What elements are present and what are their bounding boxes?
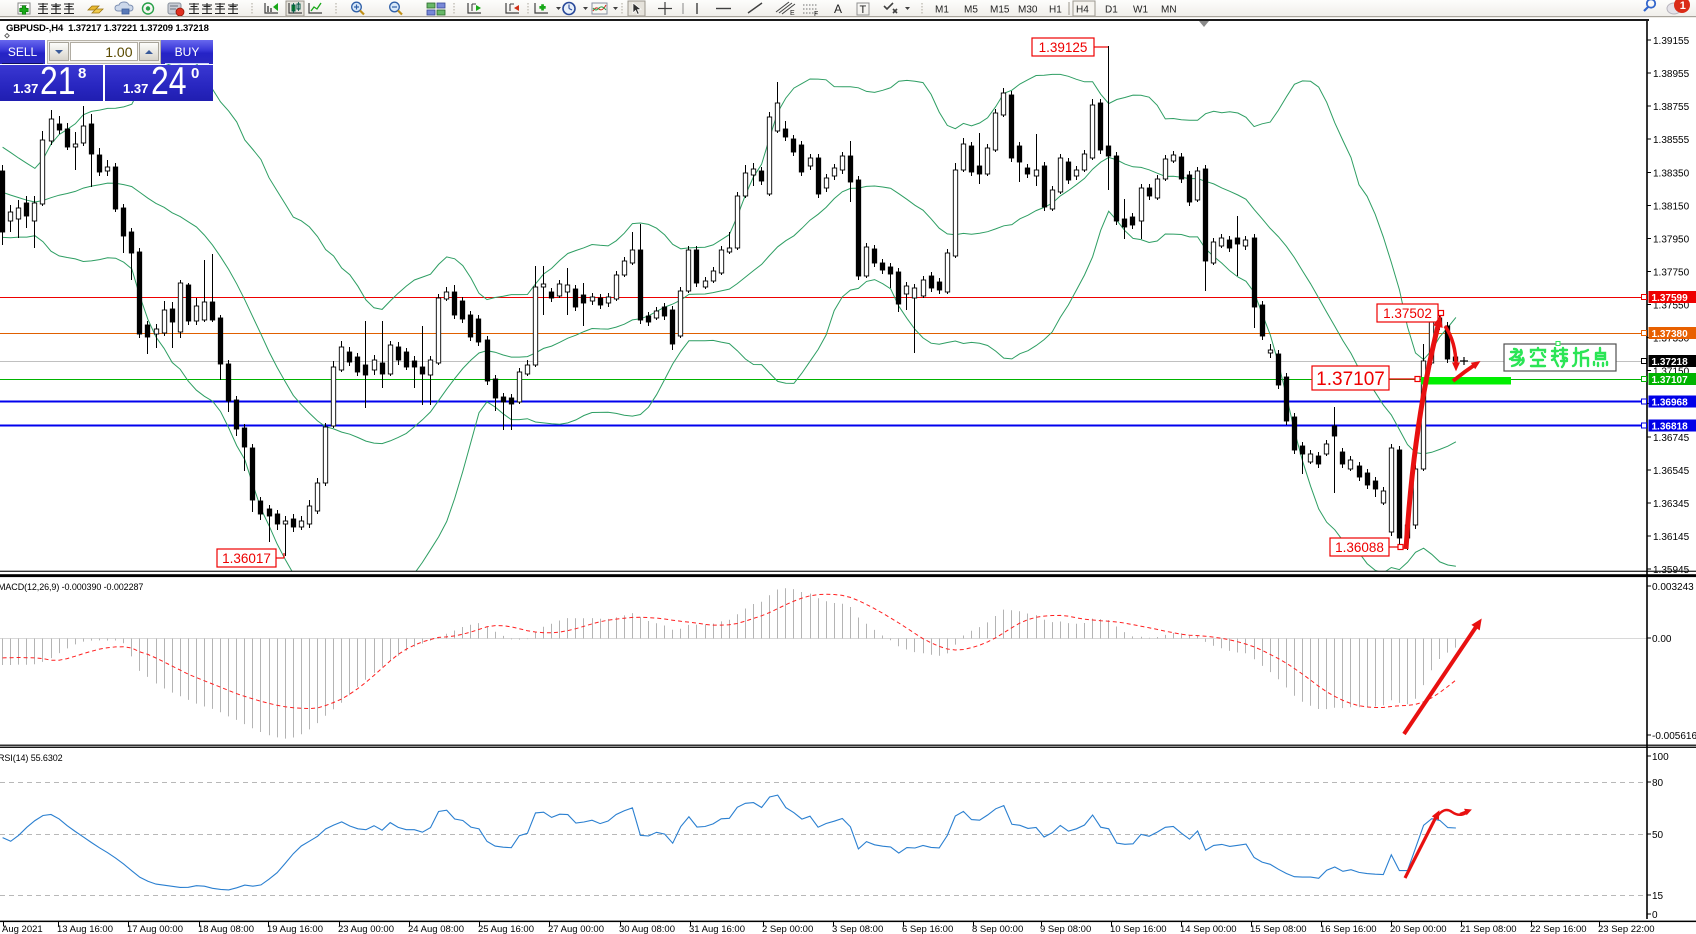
svg-text:1.37218: 1.37218: [1652, 357, 1689, 368]
svg-text:M30: M30: [1018, 5, 1038, 16]
svg-text:D1: D1: [1105, 5, 1118, 16]
svg-text:19 Aug 16:00: 19 Aug 16:00: [267, 924, 323, 934]
svg-text:1: 1: [1680, 0, 1686, 12]
svg-text:1.37750: 1.37750: [1653, 267, 1690, 278]
svg-text:1.37502: 1.37502: [1383, 306, 1432, 321]
svg-text:H1: H1: [1049, 5, 1062, 16]
svg-text:24 Aug 08:00: 24 Aug 08:00: [408, 924, 464, 934]
svg-text:1.37107: 1.37107: [1316, 369, 1385, 390]
svg-text:1.37550: 1.37550: [1653, 300, 1690, 311]
svg-text:80: 80: [1652, 778, 1664, 789]
svg-text:14 Sep 00:00: 14 Sep 00:00: [1180, 924, 1237, 934]
svg-text:6 Sep 16:00: 6 Sep 16:00: [902, 924, 953, 934]
svg-text:RSI(14) 55.6302: RSI(14) 55.6302: [0, 753, 63, 763]
svg-text:9 Sep 08:00: 9 Sep 08:00: [1040, 924, 1091, 934]
svg-text:1.36745: 1.36745: [1653, 433, 1690, 444]
svg-text:15: 15: [1652, 891, 1664, 902]
svg-text:100: 100: [1652, 752, 1669, 763]
svg-text:31 Aug 16:00: 31 Aug 16:00: [689, 924, 745, 934]
svg-text:MN: MN: [1161, 5, 1177, 16]
svg-text:0: 0: [1652, 910, 1658, 921]
svg-text:21 Sep 08:00: 21 Sep 08:00: [1460, 924, 1517, 934]
svg-text:30 Aug 08:00: 30 Aug 08:00: [619, 924, 675, 934]
svg-text:E: E: [790, 10, 795, 17]
svg-text:1.35945: 1.35945: [1653, 565, 1690, 576]
svg-text:1.39125: 1.39125: [1039, 40, 1088, 55]
svg-text:T: T: [860, 4, 867, 16]
svg-text:1.39155: 1.39155: [1653, 36, 1690, 47]
svg-text:1.36818: 1.36818: [1652, 421, 1689, 432]
svg-text:1.37380: 1.37380: [1652, 329, 1689, 340]
svg-text:1.37599: 1.37599: [1652, 293, 1689, 304]
svg-text:1.37107: 1.37107: [1652, 375, 1689, 386]
svg-text:1.36545: 1.36545: [1653, 466, 1690, 477]
svg-text:GBPUSD-,H4 1.37217 1.37221 1.: GBPUSD-,H4 1.37217 1.37221 1.37209 1.372…: [6, 23, 209, 34]
svg-text:M1: M1: [935, 5, 949, 16]
svg-text:1.38555: 1.38555: [1653, 135, 1690, 146]
svg-text:16 Sep 16:00: 16 Sep 16:00: [1320, 924, 1377, 934]
svg-text:1.37950: 1.37950: [1653, 234, 1690, 245]
svg-text:20 Sep 00:00: 20 Sep 00:00: [1390, 924, 1447, 934]
svg-text:1.38150: 1.38150: [1653, 201, 1690, 212]
svg-text:8 Sep 00:00: 8 Sep 00:00: [972, 924, 1023, 934]
svg-text:23 Aug 00:00: 23 Aug 00:00: [338, 924, 394, 934]
svg-text:18 Aug 08:00: 18 Aug 08:00: [198, 924, 254, 934]
svg-text:1.37150: 1.37150: [1653, 366, 1690, 377]
svg-text:22 Sep 16:00: 22 Sep 16:00: [1530, 924, 1587, 934]
svg-text:10 Sep 16:00: 10 Sep 16:00: [1110, 924, 1167, 934]
svg-text:15 Sep 08:00: 15 Sep 08:00: [1250, 924, 1307, 934]
svg-text:1.38755: 1.38755: [1653, 102, 1690, 113]
svg-text:-0.005616: -0.005616: [1652, 731, 1696, 742]
svg-text:17 Aug 00:00: 17 Aug 00:00: [127, 924, 183, 934]
svg-text:M5: M5: [964, 5, 978, 16]
svg-text:1.36088: 1.36088: [1335, 540, 1384, 555]
svg-text:1.36345: 1.36345: [1653, 499, 1690, 510]
svg-text:F: F: [814, 11, 818, 18]
svg-text:1.38350: 1.38350: [1653, 168, 1690, 179]
svg-text:MACD(12,26,9) -0.000390 -0.002: MACD(12,26,9) -0.000390 -0.002287: [0, 582, 143, 592]
svg-text:W1: W1: [1133, 5, 1148, 16]
svg-text:13 Aug 16:00: 13 Aug 16:00: [57, 924, 113, 934]
svg-text:50: 50: [1652, 830, 1664, 841]
svg-text:25 Aug 16:00: 25 Aug 16:00: [478, 924, 534, 934]
svg-text:23 Sep 22:00: 23 Sep 22:00: [1598, 924, 1655, 934]
svg-text:1.36017: 1.36017: [222, 551, 271, 566]
svg-text:1.36145: 1.36145: [1653, 532, 1690, 543]
svg-text:M15: M15: [990, 5, 1010, 16]
svg-text:A: A: [834, 2, 842, 16]
svg-text:3 Sep 08:00: 3 Sep 08:00: [832, 924, 883, 934]
svg-text:Aug 2021: Aug 2021: [2, 924, 43, 934]
svg-text:1.36968: 1.36968: [1652, 397, 1689, 408]
svg-text:0.00: 0.00: [1652, 634, 1672, 645]
svg-text:2 Sep 00:00: 2 Sep 00:00: [762, 924, 813, 934]
svg-text:0.003243: 0.003243: [1652, 582, 1694, 593]
svg-text:H4: H4: [1076, 5, 1089, 16]
svg-text:27 Aug 00:00: 27 Aug 00:00: [548, 924, 604, 934]
svg-text:1.38955: 1.38955: [1653, 69, 1690, 80]
